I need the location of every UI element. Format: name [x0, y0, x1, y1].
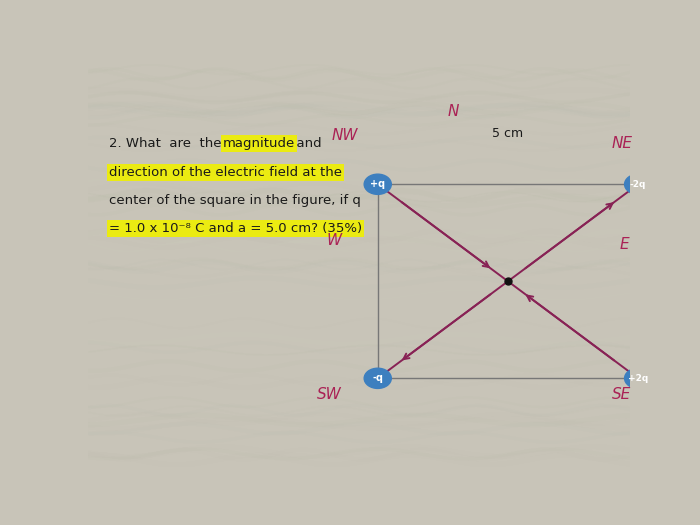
Text: E: E — [620, 237, 629, 253]
Text: +q: +q — [370, 179, 385, 190]
Circle shape — [624, 174, 652, 194]
Text: N: N — [448, 104, 459, 119]
Text: +2q: +2q — [628, 374, 648, 383]
Text: = 1.0 x 10⁻⁸ C and a = 5.0 cm? (35%): = 1.0 x 10⁻⁸ C and a = 5.0 cm? (35%) — [109, 222, 363, 235]
Text: W: W — [327, 234, 342, 248]
Text: center of the square in the figure, if q: center of the square in the figure, if q — [109, 194, 361, 207]
Circle shape — [624, 368, 652, 388]
Text: SE: SE — [612, 387, 631, 402]
Text: NW: NW — [332, 128, 358, 143]
Text: NE: NE — [611, 136, 632, 151]
Text: 2. What  are  the: 2. What are the — [109, 138, 226, 150]
Circle shape — [364, 174, 391, 194]
Text: SW: SW — [316, 387, 342, 402]
Text: and: and — [288, 138, 322, 150]
Text: direction of the electric field at the: direction of the electric field at the — [109, 166, 342, 179]
Text: -2q: -2q — [630, 180, 646, 189]
Text: 5 cm: 5 cm — [492, 127, 524, 140]
Text: -q: -q — [372, 373, 383, 383]
Circle shape — [364, 368, 391, 388]
Text: magnitude: magnitude — [223, 138, 295, 150]
